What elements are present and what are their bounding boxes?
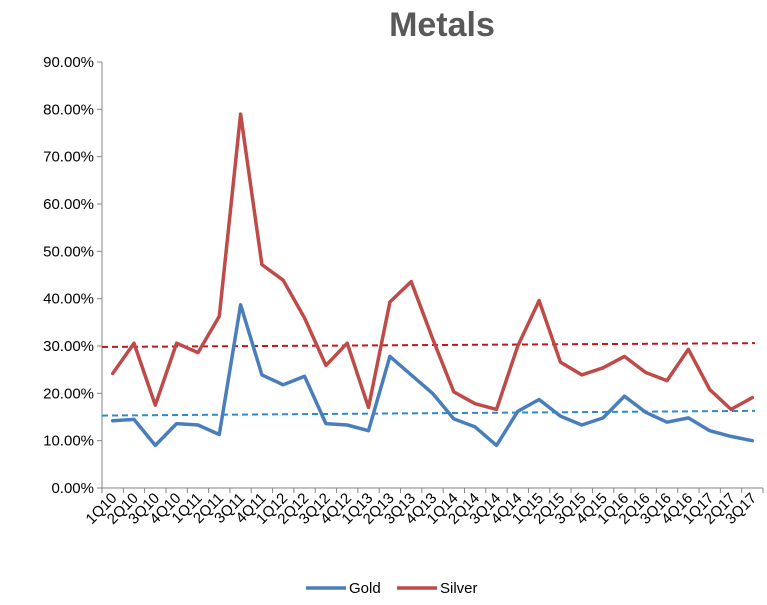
- y-tick-label: 80.00%: [43, 101, 94, 118]
- trendline-gold: [101, 409, 756, 417]
- y-tick-label: 10.00%: [43, 433, 94, 450]
- trendlines-layer: [101, 342, 756, 417]
- y-tick-label: 90.00%: [43, 54, 94, 71]
- series-line-gold: [110, 303, 755, 448]
- y-tick-label: 0.00%: [51, 480, 94, 497]
- y-tick-label: 30.00%: [43, 338, 94, 355]
- trendline-silver: [101, 342, 756, 348]
- legend-label-gold: Gold: [349, 580, 381, 597]
- legend-label-silver: Silver: [440, 580, 478, 597]
- y-tick-label: 20.00%: [43, 385, 94, 402]
- series-line-silver: [110, 112, 755, 412]
- y-tick-label: 70.00%: [43, 149, 94, 166]
- series-layer: [110, 112, 755, 448]
- chart-title: Metals: [389, 6, 495, 44]
- y-tick-label: 40.00%: [43, 291, 94, 308]
- y-tick-label: 50.00%: [43, 243, 94, 260]
- y-tick-label: 60.00%: [43, 196, 94, 213]
- legend: Gold Silver: [306, 580, 478, 597]
